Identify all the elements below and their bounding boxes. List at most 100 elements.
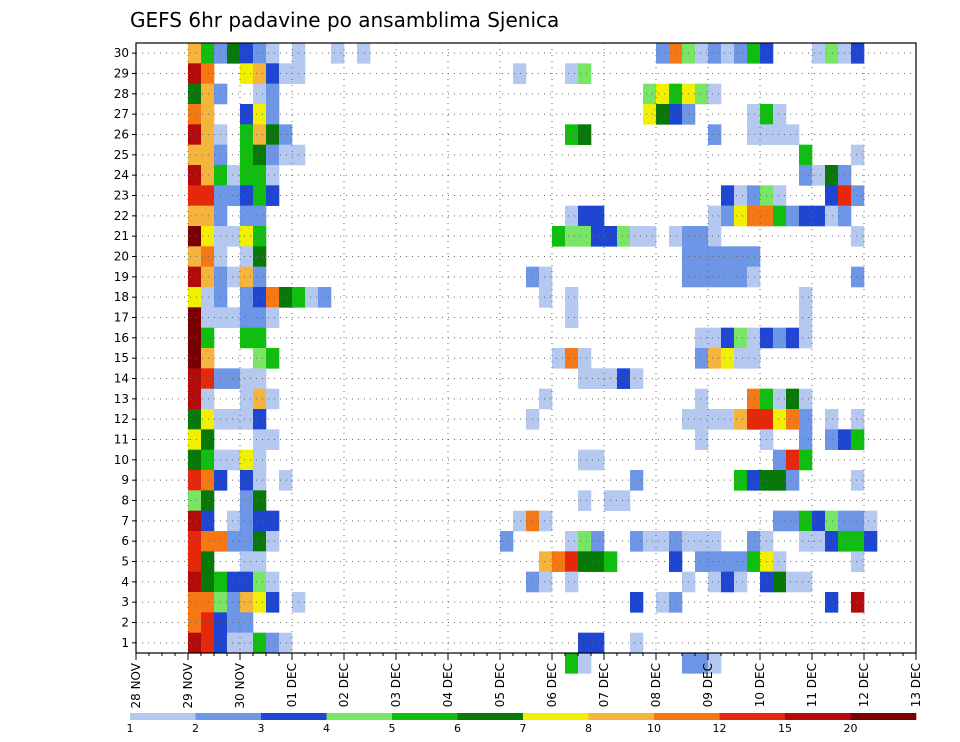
heatmap-cell <box>721 185 735 206</box>
x-tick-label: 29 NOV <box>181 662 195 708</box>
heatmap-cell <box>201 388 215 410</box>
heatmap-cell <box>747 348 761 369</box>
heatmap-cell <box>201 348 215 369</box>
heatmap-cell <box>851 592 865 613</box>
heatmap-cell <box>786 205 800 227</box>
heatmap-cell <box>201 63 215 84</box>
heatmap-cell <box>201 551 215 572</box>
heatmap-cell <box>799 327 813 349</box>
y-tick-label: 2 <box>121 616 129 630</box>
heatmap-cell <box>513 510 527 532</box>
y-tick-label: 16 <box>114 331 129 345</box>
heatmap-cell <box>773 124 787 145</box>
heatmap-cell <box>227 165 241 186</box>
heatmap-cell <box>201 327 215 349</box>
heatmap-cell <box>188 287 202 308</box>
heatmap-cell <box>773 388 787 410</box>
heatmap-cell <box>565 653 579 674</box>
heatmap-cell <box>773 205 787 227</box>
y-tick-label: 17 <box>114 311 129 325</box>
heatmap-cell <box>630 470 644 491</box>
legend-level-label: 12 <box>713 722 727 735</box>
heatmap-cell <box>227 592 241 613</box>
x-tick-label: 07 DEC <box>597 663 611 707</box>
heatmap-cell <box>201 470 215 491</box>
heatmap-cell <box>578 531 592 552</box>
x-tick-label: 10 DEC <box>753 663 767 707</box>
heatmap-cell <box>240 470 254 491</box>
heatmap-cell <box>708 124 722 145</box>
heatmap-cell <box>825 409 839 430</box>
legend-color-swatch <box>457 713 524 720</box>
heatmap-cell <box>253 632 267 654</box>
heatmap-cell <box>240 205 254 227</box>
heatmap-cell <box>591 205 605 227</box>
heatmap-cell <box>578 226 592 247</box>
heatmap-cell <box>240 592 254 613</box>
heatmap-cell <box>188 43 202 64</box>
heatmap-cell <box>747 124 761 145</box>
legend-color-swatch <box>850 713 917 720</box>
heatmap-cell <box>695 266 709 288</box>
heatmap-cell <box>253 368 267 389</box>
heatmap-cell <box>617 226 631 247</box>
heatmap-cell <box>227 307 241 328</box>
heatmap-cell <box>279 632 293 654</box>
heatmap-cell <box>591 368 605 389</box>
heatmap-cell <box>695 327 709 349</box>
heatmap-cell <box>708 551 722 572</box>
heatmap-cell <box>318 287 332 308</box>
heatmap-cell <box>721 551 735 572</box>
heatmap-cell <box>708 653 722 674</box>
y-tick-label: 24 <box>114 168 129 182</box>
heatmap-cell <box>240 632 254 654</box>
heatmap-cell <box>578 551 592 572</box>
y-tick-label: 6 <box>121 534 129 548</box>
heatmap-cell <box>799 449 813 471</box>
heatmap-cell <box>266 124 280 145</box>
x-axis: 28 NOV 29 NOV 30 NOV 01 DEC 02 DEC 03 DEC 04 D… <box>129 653 923 709</box>
heatmap-cell <box>188 409 202 430</box>
heatmap-cell <box>669 551 683 572</box>
heatmap-cell <box>578 124 592 145</box>
y-tick-label: 25 <box>114 148 129 162</box>
heatmap-cell <box>825 43 839 64</box>
heatmap-cell <box>617 490 631 511</box>
heatmap-cell <box>825 429 839 450</box>
heatmap-cell <box>773 571 787 593</box>
heatmap-cell <box>240 327 254 349</box>
heatmap-cell <box>565 348 579 369</box>
heatmap-cell <box>825 165 839 186</box>
heatmap-cell <box>539 266 553 288</box>
y-tick-label: 7 <box>121 514 129 528</box>
heatmap-cell <box>188 429 202 450</box>
heatmap-cell <box>851 144 865 166</box>
y-tick-label: 26 <box>114 128 129 142</box>
heatmap-cell <box>708 348 722 369</box>
heatmap-cell <box>851 551 865 572</box>
heatmap-cell <box>188 551 202 572</box>
heatmap-cell <box>695 246 709 267</box>
heatmap-cell <box>266 104 280 125</box>
heatmap-cell <box>201 409 215 430</box>
heatmap-cell <box>188 307 202 328</box>
heatmap-cell <box>279 124 293 145</box>
x-tick-label: 02 DEC <box>337 663 351 707</box>
heatmap-cell <box>578 653 592 674</box>
heatmap-cell <box>240 266 254 288</box>
heatmap-cell <box>864 531 878 552</box>
heatmap-cell <box>240 246 254 267</box>
heatmap-cell <box>708 531 722 552</box>
y-tick-label: 11 <box>114 433 129 447</box>
legend-color-swatch <box>130 713 196 720</box>
heatmap-cell <box>539 287 553 308</box>
heatmap-cell <box>708 43 722 64</box>
heatmap-cell <box>240 307 254 328</box>
heatmap-cell <box>734 348 748 369</box>
heatmap-cell <box>201 449 215 471</box>
heatmap-cell <box>851 470 865 491</box>
heatmap-cell <box>812 205 826 227</box>
heatmap-cell <box>227 612 241 633</box>
heatmap-cell <box>812 165 826 186</box>
x-tick-label: 08 DEC <box>649 663 663 707</box>
